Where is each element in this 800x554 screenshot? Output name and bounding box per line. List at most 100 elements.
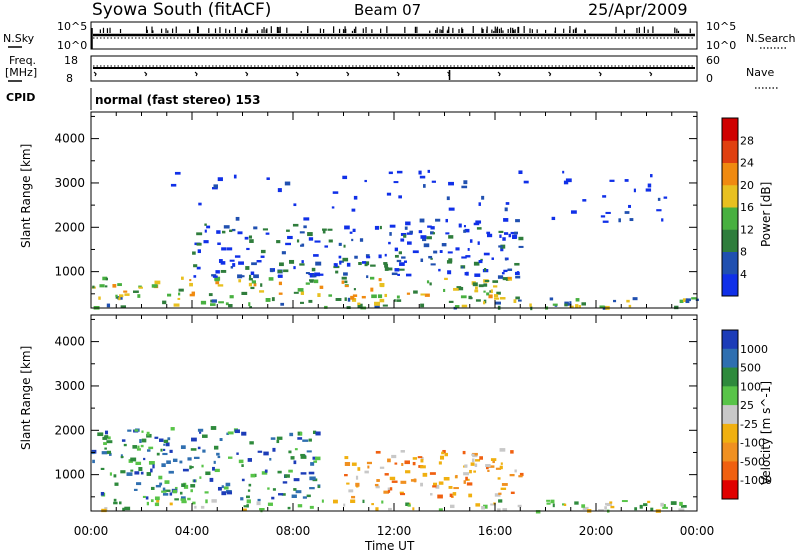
range-time-cell [278, 493, 284, 496]
range-time-cell [117, 283, 122, 287]
range-time-cell [581, 302, 586, 306]
range-time-cell [429, 282, 432, 286]
power-colorbar-tick-label: 8 [740, 246, 747, 259]
range-time-cell [237, 231, 243, 235]
range-time-cell [104, 285, 108, 288]
range-time-cell [246, 247, 250, 251]
range-time-cell [578, 305, 581, 308]
range-time-cell [223, 486, 229, 490]
range-time-cell [605, 211, 611, 214]
range-time-cell [148, 446, 154, 450]
range-time-cell [168, 470, 174, 474]
range-time-cell [276, 436, 283, 440]
range-time-cell [650, 174, 653, 178]
range-time-cell [114, 482, 119, 486]
range-time-cell [598, 509, 604, 512]
range-time-cell [200, 300, 207, 305]
range-time-cell [276, 439, 280, 444]
range-time-cell [370, 264, 376, 267]
range-time-cell [226, 432, 229, 436]
range-time-cell [239, 275, 245, 278]
range-time-cell [565, 178, 572, 183]
range-time-cell [324, 305, 328, 309]
nave-top-tick: 60 [706, 54, 720, 67]
range-time-cell [293, 460, 297, 465]
range-time-cell [535, 510, 541, 514]
range-time-cell [352, 228, 356, 233]
range-time-cell [465, 476, 468, 481]
range-time-cell [332, 191, 339, 194]
range-time-cell [410, 479, 417, 482]
range-time-cell [514, 469, 517, 473]
range-time-cell [443, 288, 446, 292]
range-time-cell [374, 483, 379, 487]
range-time-cell [344, 297, 347, 301]
range-time-cell [103, 442, 107, 445]
freq-dip-mark [295, 71, 299, 77]
range-time-cell [387, 458, 391, 463]
range-time-cell [421, 456, 424, 460]
range-time-cell [494, 493, 501, 497]
range-time-cell [499, 234, 502, 238]
range-time-cell [238, 279, 242, 283]
range-time-cell [432, 485, 437, 488]
range-time-cell [308, 299, 313, 303]
range-time-cell [119, 501, 122, 505]
range-time-cell [248, 282, 252, 287]
range-time-cell [233, 174, 237, 179]
range-time-cell [378, 278, 382, 282]
range-time-cell [569, 301, 572, 305]
freq-bottom-tick: 8 [66, 72, 73, 85]
range-time-cell [483, 301, 486, 305]
range-time-cell [351, 462, 357, 466]
range-time-cell [189, 282, 193, 287]
range-time-cell [419, 175, 426, 179]
range-time-cell [130, 469, 134, 472]
range-time-cell [564, 303, 568, 307]
range-time-cell [407, 241, 412, 245]
range-time-cell [317, 273, 324, 276]
colorbar-swatch [722, 405, 738, 425]
range-time-cell [420, 293, 426, 296]
range-time-cell [431, 180, 436, 183]
range-time-cell [474, 463, 478, 468]
range-time-cell [119, 294, 124, 298]
range-time-cell [497, 477, 501, 480]
range-time-cell [600, 215, 606, 218]
range-time-cell [441, 243, 447, 247]
range-time-cell [399, 268, 405, 271]
range-time-cell [481, 195, 485, 200]
range-time-cell [211, 299, 217, 303]
range-time-cell [331, 206, 335, 209]
range-time-cell [581, 504, 586, 508]
y-tick-label: 1000 [54, 468, 85, 482]
range-time-cell [351, 298, 357, 302]
range-time-cell [379, 298, 385, 303]
range-time-cell [462, 450, 466, 455]
range-time-cell [470, 462, 475, 466]
range-time-cell [182, 468, 189, 472]
nave-label: Nave [746, 66, 774, 79]
range-time-cell [308, 438, 312, 442]
range-time-cell [140, 444, 144, 448]
range-time-cell [211, 274, 217, 277]
range-time-cell [388, 241, 391, 245]
range-time-cell [523, 180, 529, 184]
range-time-cell [486, 231, 491, 235]
range-time-cell [141, 438, 147, 443]
range-time-cell [151, 284, 158, 288]
range-time-cell [277, 470, 282, 474]
range-time-cell [494, 297, 500, 300]
range-time-cell [473, 470, 477, 473]
range-time-cell [202, 449, 206, 453]
range-time-cell [422, 472, 428, 477]
range-time-cell [529, 303, 532, 307]
range-time-cell [191, 291, 196, 295]
range-time-cell [490, 503, 496, 506]
range-time-cell [453, 287, 459, 291]
range-time-cell [265, 232, 270, 235]
range-time-cell [400, 232, 407, 236]
range-time-cell [403, 234, 407, 238]
range-time-cell [386, 267, 393, 271]
range-time-cell [393, 299, 396, 302]
